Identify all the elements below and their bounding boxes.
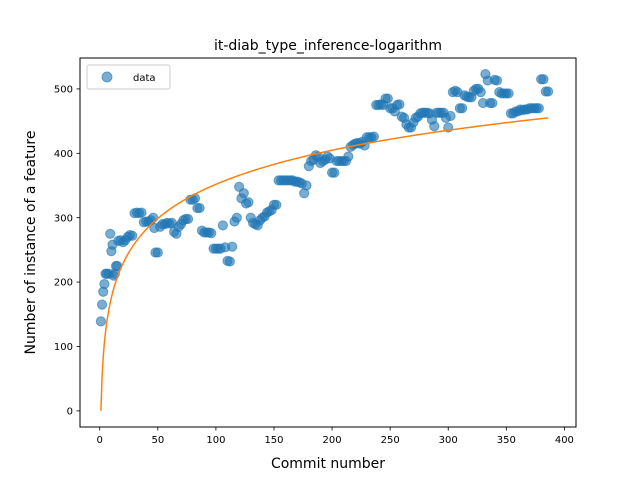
data-point-45 <box>182 213 194 225</box>
data-point-69 <box>238 188 249 199</box>
chart-title: it-diab_type_inference-logarithm <box>214 38 442 54</box>
plot-marks <box>95 69 554 327</box>
data-point-196 <box>533 103 544 114</box>
data-point-178 <box>491 75 503 86</box>
y-axis-label: Number of instance of a feature <box>23 131 39 355</box>
data-point-55 <box>206 228 217 239</box>
legend-marker-data <box>101 71 113 83</box>
data-point-66 <box>231 212 242 223</box>
x-tick-label-0: 0 <box>97 435 103 446</box>
y-tick-label-500: 500 <box>54 85 73 96</box>
data-point-60 <box>217 220 228 231</box>
data-point-163 <box>457 103 468 114</box>
x-tick-label-150: 150 <box>264 435 283 446</box>
data-point-151 <box>429 121 440 132</box>
data-point-50 <box>194 202 205 214</box>
data-point-71 <box>243 197 254 208</box>
x-tick-label-50: 50 <box>151 435 164 446</box>
legend-box <box>86 64 171 90</box>
data-point-3 <box>99 278 110 290</box>
data-point-0 <box>95 316 107 327</box>
data-point-198 <box>538 74 549 85</box>
x-tick-label-300: 300 <box>439 435 458 446</box>
x-axis-ticks: 0 50 100 150 200 250 300 350 400 <box>97 427 574 446</box>
x-tick-label-350: 350 <box>497 435 516 446</box>
x-tick-label-400: 400 <box>555 435 574 446</box>
fit-line <box>100 117 549 411</box>
data-point-158 <box>445 110 456 122</box>
data-point-32 <box>152 247 163 258</box>
data-point-114 <box>343 151 354 162</box>
legend: data <box>86 64 171 90</box>
data-point-183 <box>503 88 514 99</box>
y-tick-label-200: 200 <box>54 278 73 289</box>
y-tick-label-0: 0 <box>67 407 73 418</box>
data-point-171 <box>475 87 486 98</box>
data-point-121 <box>359 140 370 151</box>
y-tick-label-100: 100 <box>54 342 73 353</box>
data-point-1 <box>96 299 108 310</box>
x-tick-label-250: 250 <box>381 435 400 446</box>
data-point-108 <box>329 167 340 178</box>
data-point-125 <box>368 131 379 142</box>
data-point-20 <box>127 230 138 241</box>
x-tick-label-100: 100 <box>206 435 225 446</box>
data-point-64 <box>227 241 238 252</box>
y-tick-label-300: 300 <box>54 213 73 224</box>
y-tick-label-400: 400 <box>54 149 73 160</box>
data-point-136 <box>394 99 405 110</box>
data-point-24 <box>136 207 147 218</box>
y-axis-ticks: 0 100 200 300 400 500 <box>54 85 80 418</box>
data-point-176 <box>487 97 498 109</box>
legend-label-data: data <box>133 73 156 84</box>
plot-frame <box>79 57 577 428</box>
data-point-63 <box>224 256 235 267</box>
data-point-83 <box>271 199 282 210</box>
data-point-96 <box>301 180 312 191</box>
data-point-200 <box>543 86 554 97</box>
data-point-131 <box>382 93 393 104</box>
x-axis-label: Commit number <box>271 456 385 472</box>
data-point-29 <box>148 212 159 223</box>
fit-layer <box>100 117 549 411</box>
x-tick-label-200: 200 <box>323 435 342 446</box>
data-point-7 <box>105 228 116 239</box>
